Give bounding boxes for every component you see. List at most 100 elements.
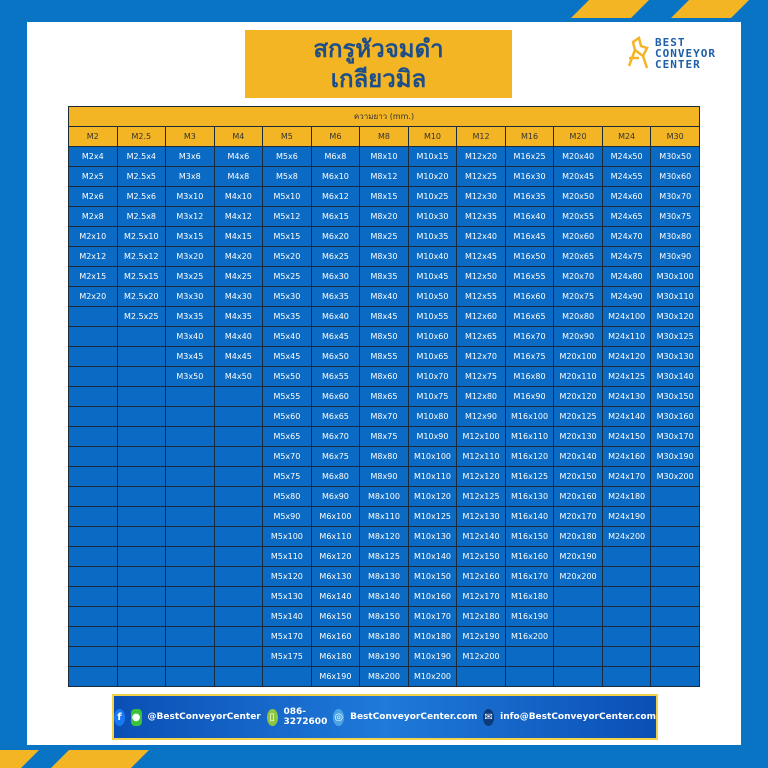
table-cell: M3x45 [165,346,215,367]
table-cell: M4x6 [213,146,264,167]
table-cell: M20x180 [553,526,603,547]
table-cell [68,606,118,627]
decor-stripe [571,0,649,18]
table-cell: M30x75 [650,206,700,227]
table-cell: M8x90 [359,466,409,487]
table-cell [68,406,118,427]
table-cell: M20x100 [553,346,603,367]
table-cell: M6x190 [310,666,361,687]
table-cell: M8x25 [359,226,409,247]
table-cell: M12x80 [456,386,506,407]
table-cell: M20x60 [553,226,603,247]
table-cell: M3x30 [165,286,215,307]
table-cell [650,526,700,547]
facebook-icon[interactable]: f [114,708,125,726]
table-cell: M20x45 [553,166,603,187]
table-cell [213,506,264,527]
table-cell: M12x40 [456,226,506,247]
table-cell: M6x160 [310,626,361,647]
table-row: M5x110 M6x120 M8x125 M10x140 M12x150 M16x160 M… [68,546,700,567]
table-cell: M2.5x4 [116,146,167,167]
table-cell: M5x80 [262,486,312,507]
social-handle[interactable]: @BestConveyorCenter [147,712,261,722]
table-cell: M8x125 [359,546,409,567]
table-cell: M8x180 [359,626,409,647]
table-row: M2x15 M2.5x15 M3x25 M4x25 M5x25 M6x30 M8x35 M10… [68,266,700,287]
table-cell: M12x20 [456,146,506,167]
table-cell: M16x30 [504,166,555,187]
table-cell: M10x45 [407,266,458,287]
table-cell: M24x150 [601,426,652,447]
table-cell: M24x100 [601,306,652,327]
email-link[interactable]: info@BestConveyorCenter.com [500,712,656,722]
table-cell: M24x75 [601,246,652,267]
table-cell: M24x130 [601,386,652,407]
table-cell [213,406,264,427]
table-cell [601,586,652,607]
decor-stripe [0,750,39,768]
table-cell: M6x80 [310,466,361,487]
table-cell: M30x110 [650,286,700,307]
column-header: M16 [504,126,555,147]
table-cell: M6x150 [310,606,361,627]
table-cell: M2x4 [68,146,118,167]
table-cell: M20x150 [553,466,603,487]
table-cell: M6x45 [310,326,361,347]
table-cell: M5x175 [262,646,312,667]
table-cell: M12x70 [456,346,506,367]
column-header: M30 [650,126,700,147]
table-cell: M24x55 [601,166,652,187]
table-cell: M16x125 [504,466,555,487]
line-icon[interactable]: ● [130,708,142,726]
column-header: M20 [553,126,603,147]
table-cell: M16x130 [504,486,555,507]
table-cell: M6x65 [310,406,361,427]
table-cell: M20x70 [553,266,603,287]
table-cell: M16x160 [504,546,555,567]
table-cell: M12x180 [456,606,506,627]
table-cell [601,666,652,687]
table-row: M2x6 M2.5x6 M3x10 M4x10 M5x10 M6x12 M8x15 M10x2… [68,186,700,207]
column-header: M10 [407,126,458,147]
table-cell: M8x30 [359,246,409,267]
phone-number[interactable]: 086-3272600 [283,707,328,727]
table-cell [165,546,215,567]
table-cell: M5x120 [262,566,312,587]
table-cell: M10x60 [407,326,458,347]
table-cell [116,486,167,507]
table-cell [165,566,215,587]
column-header: M8 [359,126,409,147]
table-cell [68,366,118,387]
table-cell [68,586,118,607]
table-cell: M6x50 [310,346,361,367]
table-cell [262,666,312,687]
table-cell [650,606,700,627]
table-cell: M20x55 [553,206,603,227]
table-cell: M12x65 [456,326,506,347]
table-row: M2x12 M2.5x12 M3x20 M4x20 M5x20 M6x25 M8x30 M10… [68,246,700,267]
table-cell: M8x100 [359,486,409,507]
table-cell: M12x110 [456,446,506,467]
table-cell [165,446,215,467]
table-row: M2x4 M2.5x4 M3x6 M4x6 M5x6 M6x8 M8x10 M10x15 M12… [68,146,700,167]
table-cell: M30x130 [650,346,700,367]
table-cell [213,526,264,547]
table-cell [165,406,215,427]
table-cell: M4x40 [213,326,264,347]
table-cell: M8x140 [359,586,409,607]
table-cell [650,506,700,527]
website-link[interactable]: BestConveyorCenter.com [350,712,478,722]
decor-stripe [51,750,149,768]
table-cell [68,446,118,467]
table-cell: M30x150 [650,386,700,407]
table-cell [68,326,118,347]
table-cell [165,586,215,607]
table-cell: M12x150 [456,546,506,567]
table-cell [213,486,264,507]
table-cell [601,626,652,647]
table-cell: M30x50 [650,146,700,167]
table-cell: M10x180 [407,626,458,647]
column-header: M6 [310,126,361,147]
table-cell: M2x10 [68,226,118,247]
table-cell: M20x90 [553,326,603,347]
